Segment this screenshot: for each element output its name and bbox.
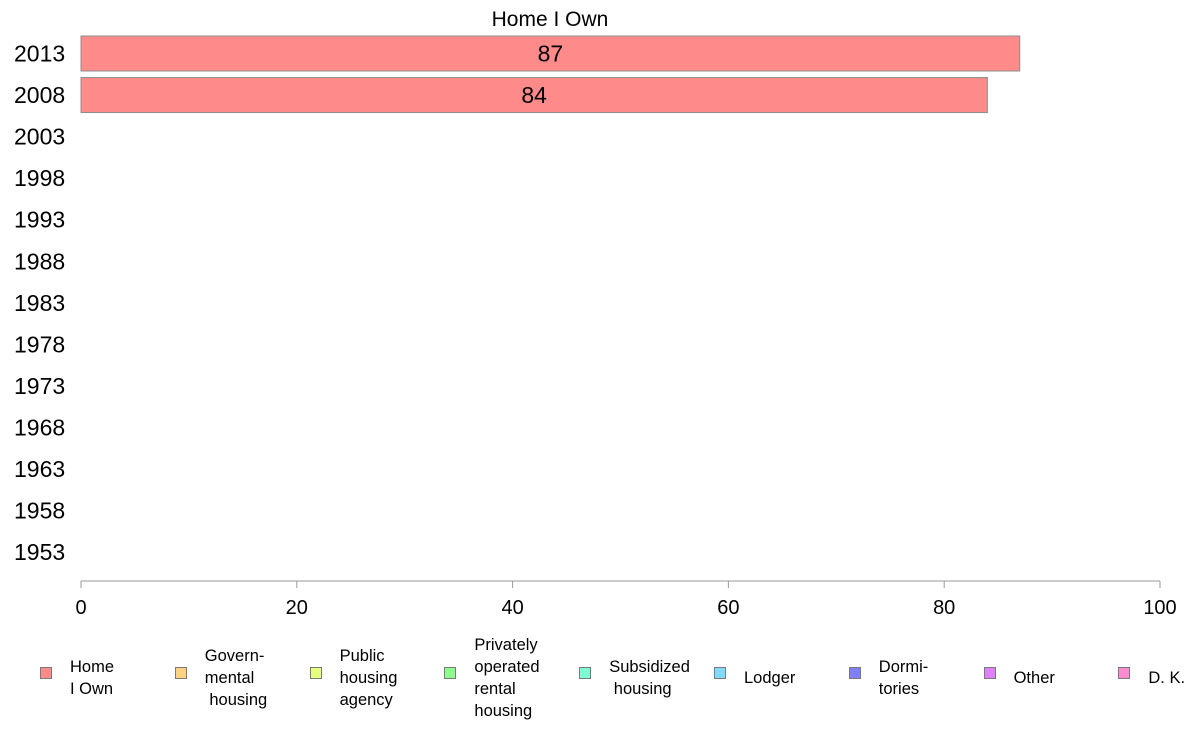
legend-label: D. K.	[1148, 669, 1186, 687]
x-tick-label: 100	[1143, 597, 1176, 619]
legend-item: Public housing agency	[309, 628, 438, 728]
bar-chart: Home I Own 87 84 2013 2008 2003 1998 1993 1988…	[14, 8, 1177, 619]
x-tick-label: 80	[933, 597, 955, 619]
x-tick-label: 60	[717, 597, 739, 619]
y-tick-label: 1963	[14, 456, 65, 482]
data-label: 87	[538, 41, 564, 67]
legend-label: Lodger	[744, 669, 796, 687]
legend-swatch	[174, 667, 187, 679]
bar	[80, 77, 988, 114]
y-tick-label: 1988	[14, 248, 65, 274]
y-tick-label: 2013	[14, 41, 65, 67]
legend-label: Other	[1013, 669, 1055, 687]
y-tick-label: 2003	[14, 124, 65, 150]
data-label: 84	[521, 82, 547, 108]
legend-label: Dormi- tories	[878, 658, 929, 698]
x-tick-label: 0	[75, 597, 86, 619]
legend-swatch	[40, 667, 52, 679]
legend-label: Home I Own	[70, 658, 115, 698]
chart-title: Home I Own	[492, 8, 609, 31]
legend-swatch	[444, 667, 457, 679]
y-tick-label: 1978	[14, 331, 65, 357]
legend-swatch	[848, 667, 861, 679]
legend-label: Govern- mental housing	[204, 647, 268, 709]
legend-swatch	[714, 667, 726, 679]
y-tick-label: 1958	[14, 498, 65, 524]
x-tick-label: 20	[286, 597, 308, 619]
legend-item: Subsidized housing	[579, 628, 707, 728]
legend-item: Home I Own	[40, 628, 168, 728]
y-tick-label: 1998	[14, 165, 65, 191]
legend-item: Privately operated rental housing	[444, 628, 572, 728]
legend: Home I Own Govern- mental housing Public h…	[0, 628, 1188, 728]
legend-swatch	[983, 667, 996, 679]
legend-label: Privately operated rental housing	[474, 636, 540, 720]
bar	[80, 35, 1021, 72]
y-tick-label: 2008	[14, 82, 65, 108]
y-tick-label: 1968	[14, 414, 65, 440]
y-tick-label: 1973	[14, 373, 65, 399]
x-tick-label: 40	[501, 597, 523, 619]
legend-swatch	[1118, 667, 1131, 679]
legend-item: D. K.	[1118, 628, 1188, 728]
legend-item: Govern- mental housing	[174, 628, 303, 728]
legend-label: Subsidized housing	[609, 658, 690, 698]
legend-swatch	[579, 667, 592, 679]
legend-item: Lodger	[714, 628, 842, 728]
y-tick-label: 1993	[14, 207, 65, 233]
legend-swatch	[309, 667, 322, 679]
legend-item: Dormi- tories	[848, 628, 977, 728]
legend-label: Public housing agency	[339, 647, 398, 709]
y-tick-label: 1953	[14, 539, 65, 565]
y-tick-label: 1983	[14, 290, 65, 316]
legend-item: Other	[983, 628, 1112, 728]
